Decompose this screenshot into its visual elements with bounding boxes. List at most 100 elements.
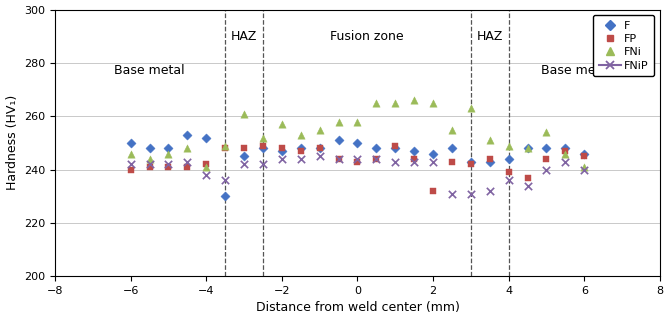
Point — [145, 164, 155, 169]
Point — [333, 156, 344, 161]
Point — [314, 146, 325, 151]
Text: Base metal: Base metal — [114, 64, 185, 77]
Point — [182, 159, 193, 164]
Point — [427, 151, 438, 156]
Point — [145, 146, 155, 151]
Point — [560, 159, 571, 164]
Point — [296, 156, 306, 161]
Point — [258, 162, 268, 167]
Point — [484, 188, 495, 193]
Point — [239, 146, 250, 151]
Point — [541, 130, 552, 135]
Point — [239, 111, 250, 116]
Point — [314, 127, 325, 132]
Point — [409, 159, 419, 164]
Point — [201, 164, 211, 169]
Point — [466, 162, 476, 167]
Point — [201, 135, 211, 140]
Point — [125, 151, 136, 156]
Point — [258, 143, 268, 148]
Point — [220, 143, 231, 148]
Point — [352, 159, 363, 164]
Point — [541, 146, 552, 151]
Point — [409, 148, 419, 153]
Point — [427, 188, 438, 193]
Text: Base metal: Base metal — [541, 64, 612, 77]
Point — [466, 191, 476, 196]
Point — [560, 148, 571, 153]
Point — [163, 162, 174, 167]
Point — [447, 159, 458, 164]
Point — [560, 151, 571, 156]
Point — [258, 135, 268, 140]
Point — [503, 156, 514, 161]
Point — [276, 146, 287, 151]
Point — [427, 159, 438, 164]
Point — [314, 154, 325, 159]
Point — [296, 132, 306, 137]
Point — [145, 162, 155, 167]
Point — [333, 138, 344, 143]
Point — [484, 159, 495, 164]
Point — [145, 156, 155, 161]
Point — [239, 162, 250, 167]
Point — [522, 183, 533, 188]
Text: HAZ: HAZ — [231, 30, 258, 43]
Point — [579, 151, 589, 156]
Point — [371, 100, 382, 105]
Point — [296, 146, 306, 151]
Legend: F, FP, FNi, FNiP: F, FP, FNi, FNiP — [593, 15, 654, 76]
Text: Fusion zone: Fusion zone — [330, 30, 404, 43]
Point — [541, 167, 552, 172]
Point — [182, 164, 193, 169]
Point — [409, 98, 419, 103]
Point — [125, 167, 136, 172]
Point — [296, 148, 306, 153]
Point — [466, 106, 476, 111]
Point — [220, 178, 231, 183]
Point — [447, 191, 458, 196]
Point — [466, 159, 476, 164]
Point — [579, 167, 589, 172]
Point — [352, 119, 363, 124]
Point — [314, 146, 325, 151]
Point — [371, 156, 382, 161]
Point — [522, 175, 533, 180]
Point — [163, 164, 174, 169]
Point — [409, 156, 419, 161]
Point — [503, 143, 514, 148]
Point — [560, 146, 571, 151]
Point — [390, 146, 401, 151]
Point — [182, 132, 193, 137]
Point — [427, 100, 438, 105]
Point — [579, 164, 589, 169]
Point — [352, 156, 363, 161]
Point — [522, 146, 533, 151]
Point — [522, 146, 533, 151]
Point — [201, 172, 211, 177]
Point — [484, 138, 495, 143]
Point — [125, 140, 136, 145]
Point — [371, 156, 382, 161]
Point — [390, 100, 401, 105]
Point — [220, 146, 231, 151]
Point — [333, 119, 344, 124]
Point — [371, 146, 382, 151]
Point — [579, 154, 589, 159]
Point — [503, 170, 514, 175]
Point — [541, 156, 552, 161]
Point — [258, 146, 268, 151]
Point — [239, 154, 250, 159]
Point — [163, 151, 174, 156]
X-axis label: Distance from weld center (mm): Distance from weld center (mm) — [256, 301, 460, 315]
Point — [276, 122, 287, 127]
Text: HAZ: HAZ — [476, 30, 503, 43]
Point — [447, 146, 458, 151]
Point — [201, 162, 211, 167]
Point — [163, 146, 174, 151]
Point — [447, 127, 458, 132]
Point — [276, 148, 287, 153]
Point — [220, 194, 231, 199]
Point — [503, 178, 514, 183]
Point — [182, 146, 193, 151]
